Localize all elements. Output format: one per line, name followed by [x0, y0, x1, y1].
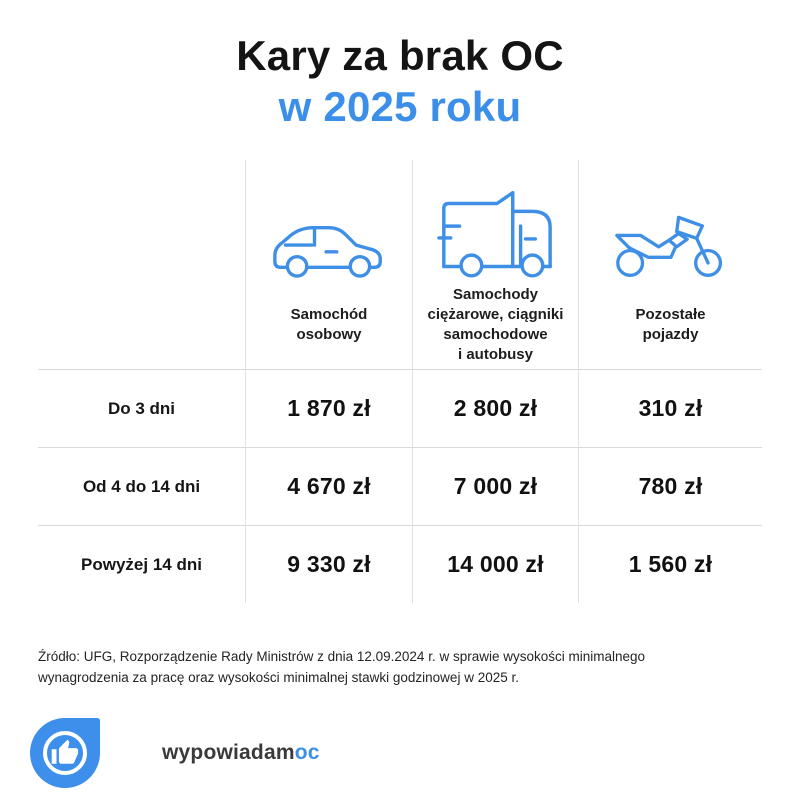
cell-value: 2 800 zł	[412, 369, 578, 448]
truck-icon	[436, 191, 552, 279]
brand-logo	[30, 718, 100, 788]
column-header-truck-label: Samochody ciężarowe, ciągniki samochodow…	[427, 285, 564, 364]
table-corner-empty	[38, 160, 245, 369]
column-header-car: Samochód osobowy	[245, 160, 412, 370]
cell-value: 7 000 zł	[412, 447, 578, 526]
row-label-powyzej-14-dni: Powyżej 14 dni	[38, 525, 245, 603]
thumbs-up-icon	[43, 731, 87, 775]
source-note: Źródło: UFG, Rozporządzenie Rady Ministr…	[38, 649, 646, 686]
brand-name-accent: oc	[294, 741, 320, 764]
column-header-motorcycle: Pozostałe pojazdy	[578, 160, 762, 370]
cell-value: 1 560 zł	[578, 525, 762, 604]
column-header-car-label: Samochód osobowy	[290, 305, 368, 343]
cell-value: 310 zł	[578, 369, 762, 448]
row-label-od-4-do-14-dni: Od 4 do 14 dni	[38, 447, 245, 525]
car-icon	[273, 226, 382, 279]
title-line-2: w 2025 roku	[278, 83, 522, 131]
cell-value: 1 870 zł	[245, 369, 412, 448]
title-line-1: Kary za brak OC	[236, 32, 564, 79]
brand-name: wypowiadamoc	[162, 741, 320, 765]
column-header-truck: Samochody ciężarowe, ciągniki samochodow…	[412, 160, 578, 370]
page-title: Kary za brak OC w 2025 roku	[0, 0, 800, 132]
column-header-motorcycle-label: Pozostałe pojazdy	[635, 305, 706, 343]
cell-value: 9 330 zł	[245, 525, 412, 604]
penalty-table: Samochód osobowy Samochody ciężarowe, ci…	[38, 160, 762, 604]
cell-value: 14 000 zł	[412, 525, 578, 604]
cell-value: 4 670 zł	[245, 447, 412, 526]
row-label-do-3-dni: Do 3 dni	[38, 369, 245, 447]
brand-footer: wypowiadamoc	[30, 718, 320, 788]
brand-name-main: wypowiadam	[162, 741, 295, 764]
motorcycle-icon	[614, 216, 722, 278]
cell-value: 780 zł	[578, 447, 762, 526]
